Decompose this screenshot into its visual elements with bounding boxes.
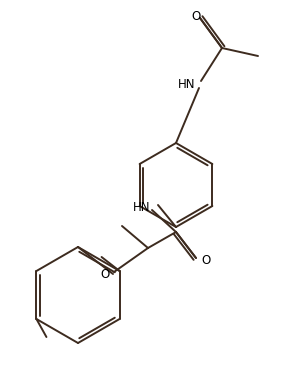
Text: O: O <box>101 267 110 280</box>
Text: O: O <box>201 253 210 266</box>
Text: O: O <box>191 10 201 23</box>
Text: HN: HN <box>177 78 195 91</box>
Text: HN: HN <box>132 200 150 213</box>
